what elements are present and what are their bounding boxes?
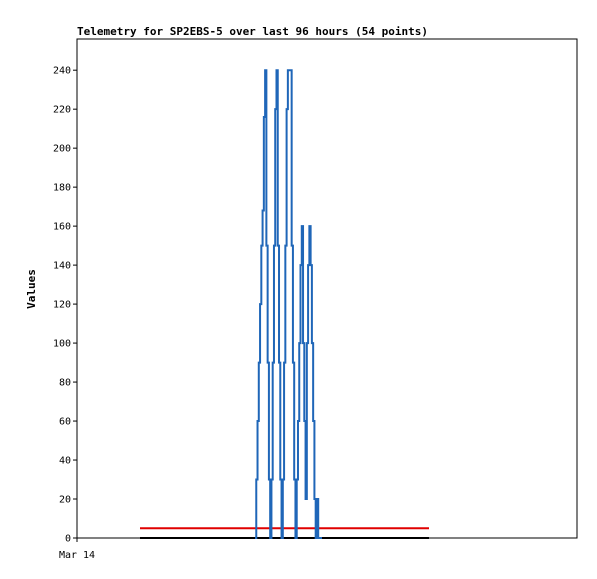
y-tick-label: 120 (53, 300, 71, 311)
chart-title: Telemetry for SP2EBS-5 over last 96 hour… (77, 25, 428, 38)
series-layer (140, 69, 429, 539)
y-tick-label: 240 (53, 66, 71, 77)
y-axis: 0 20 40 60 80 100 120 140 160 180 200 220 240 (53, 66, 77, 545)
y-axis-label: Values (25, 269, 38, 309)
y-tick-label: 220 (53, 105, 71, 116)
y-tick-label: 40 (59, 456, 71, 467)
x-axis: Mar 14 (59, 538, 95, 561)
y-tick-label: 200 (53, 144, 71, 155)
x-tick-label: Mar 14 (59, 550, 95, 561)
y-tick-label: 140 (53, 261, 71, 272)
y-tick-label: 100 (53, 339, 71, 350)
plot-frame (76, 38, 578, 539)
y-tick-label: 20 (59, 495, 71, 506)
y-tick-label: 160 (53, 222, 71, 233)
series-line (255, 69, 322, 539)
y-tick-label: 60 (59, 417, 71, 428)
y-tick-label: 0 (65, 534, 71, 545)
y-tick-label: 180 (53, 183, 71, 194)
y-tick-label: 80 (59, 378, 71, 389)
